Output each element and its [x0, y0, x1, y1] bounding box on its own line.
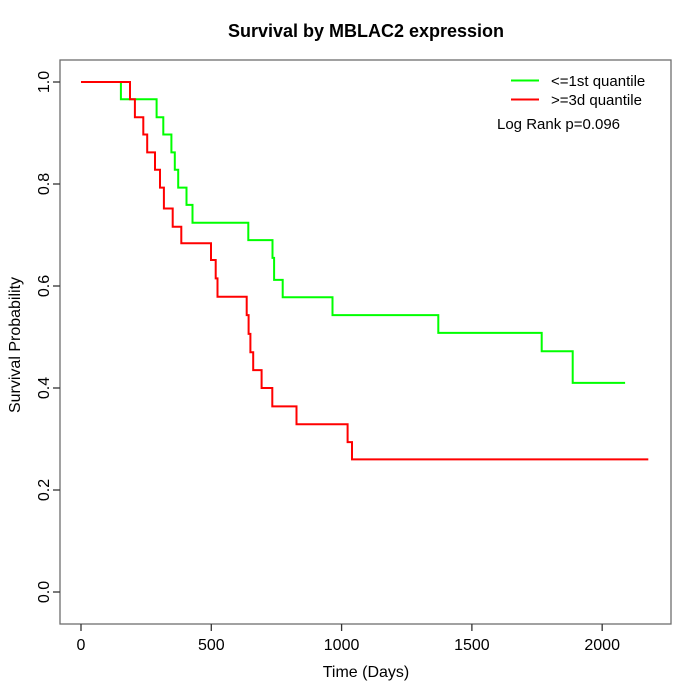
x-tick-label: 500 [198, 637, 225, 654]
survival-curve-low-expression [81, 81, 626, 384]
survival-curve-high-expression [81, 81, 649, 461]
y-tick-label: 0.6 [36, 275, 53, 297]
x-axis-label: Time (Days) [323, 664, 410, 681]
plot-box [59, 59, 672, 625]
y-tick-label: 0.4 [36, 377, 53, 399]
y-tick-label: 0.8 [36, 173, 53, 195]
x-tick-label: 0 [77, 637, 86, 654]
y-tick-label: 0.2 [36, 479, 53, 501]
legend: <=1st quantile >=3d quantile [511, 73, 645, 109]
survival-curves [81, 81, 649, 461]
logrank-annotation: Log Rank p=0.096 [497, 116, 620, 133]
chart-title: Survival by MBLAC2 expression [228, 21, 504, 41]
y-axis-label: Survival Probability [7, 277, 24, 413]
x-tick-label: 2000 [584, 637, 620, 654]
legend-label: <=1st quantile [551, 73, 645, 90]
y-tick-label: 1.0 [36, 71, 53, 93]
x-tick-label: 1500 [454, 637, 490, 654]
x-tick-label: 1000 [324, 637, 360, 654]
legend-label: >=3d quantile [551, 92, 642, 109]
y-tick-label: 0.0 [36, 581, 53, 603]
axes: 0 500 1000 1500 2000 0.0 0.2 0.4 0.6 0.8 1.0 [36, 59, 672, 654]
